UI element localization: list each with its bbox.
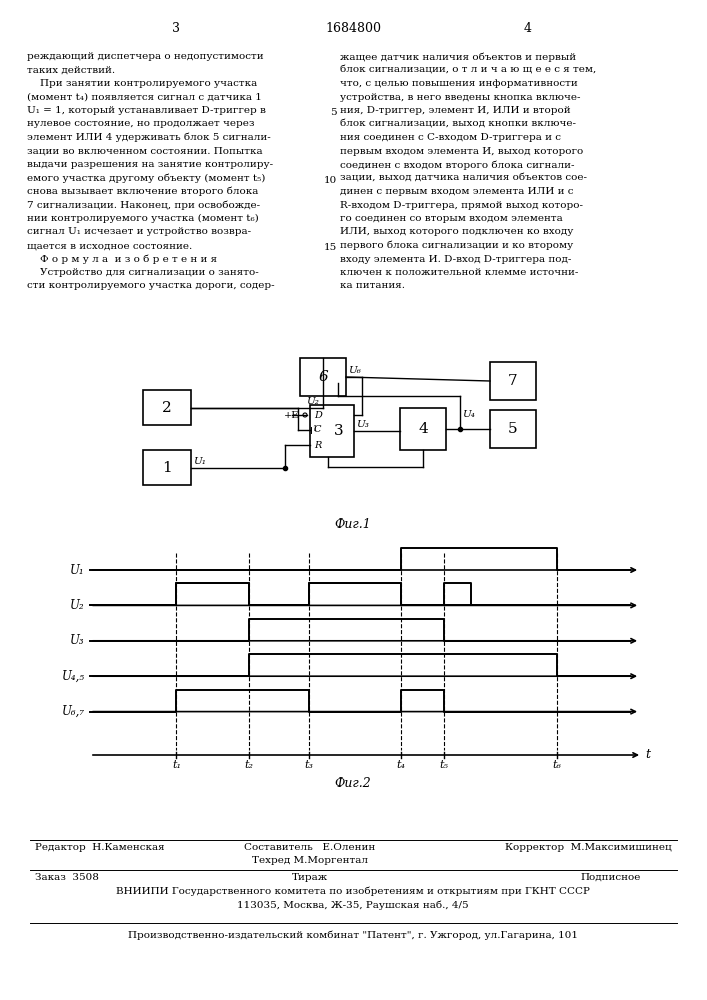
Text: U₁ = 1, который устанавливает D-триггер в: U₁ = 1, который устанавливает D-триггер …	[27, 106, 266, 115]
Bar	[143, 390, 191, 425]
Text: (момент t₄) появляется сигнал с датчика 1: (момент t₄) появляется сигнал с датчика …	[27, 93, 262, 102]
Text: U₃: U₃	[356, 420, 369, 429]
Text: 4: 4	[524, 21, 532, 34]
Bar	[143, 450, 191, 485]
Text: R-входом D-триггера, прямой выход которо-: R-входом D-триггера, прямой выход которо…	[340, 200, 583, 210]
Text: зации во включенном состоянии. Попытка: зации во включенном состоянии. Попытка	[27, 146, 262, 155]
Text: емого участка другому объекту (момент t₅): емого участка другому объекту (момент t₅…	[27, 174, 265, 183]
Text: C: C	[314, 426, 322, 434]
Text: U₃: U₃	[71, 634, 85, 647]
Text: U₂: U₂	[71, 599, 85, 612]
Text: 113035, Москва, Ж-35, Раушская наб., 4/5: 113035, Москва, Ж-35, Раушская наб., 4/5	[237, 900, 469, 910]
Text: 15: 15	[324, 243, 337, 252]
Text: блок сигнализации, о т л и ч а ю щ е е с я тем,: блок сигнализации, о т л и ч а ю щ е е с…	[340, 66, 596, 75]
Text: 5: 5	[330, 108, 337, 117]
Text: 2: 2	[162, 400, 172, 414]
Text: нии контролируемого участка (момент t₆): нии контролируемого участка (момент t₆)	[27, 214, 259, 223]
Text: 3: 3	[172, 21, 180, 34]
Bar	[490, 410, 536, 448]
Text: 1: 1	[162, 460, 172, 475]
Text: ВНИИПИ Государственного комитета по изобретениям и открытиям при ГКНТ СССР: ВНИИПИ Государственного комитета по изоб…	[116, 887, 590, 896]
Text: +E: +E	[284, 411, 299, 420]
Text: динен с первым входом элемента ИЛИ и с: динен с первым входом элемента ИЛИ и с	[340, 187, 573, 196]
Text: U₁: U₁	[193, 456, 206, 466]
Text: ключен к положительной клемме источни-: ключен к положительной клемме источни-	[340, 268, 578, 277]
Bar	[400, 408, 446, 450]
Text: блок сигнализации, выход кнопки включе-: блок сигнализации, выход кнопки включе-	[340, 119, 576, 128]
Text: Заказ  3508: Заказ 3508	[35, 873, 99, 882]
Text: первого блока сигнализации и ко второму: первого блока сигнализации и ко второму	[340, 241, 573, 250]
Text: t₆: t₆	[553, 760, 561, 770]
Text: реждающий диспетчера о недопустимости: реждающий диспетчера о недопустимости	[27, 52, 264, 61]
Text: R: R	[314, 440, 322, 450]
Text: Корректор  М.Максимишинец: Корректор М.Максимишинец	[506, 843, 672, 852]
Text: ка питания.: ка питания.	[340, 282, 405, 290]
Text: Редактор  Н.Каменская: Редактор Н.Каменская	[35, 843, 165, 852]
Text: 1684800: 1684800	[325, 21, 381, 34]
Text: 3: 3	[334, 424, 344, 438]
Text: Ф о р м у л а  и з о б р е т е н и я: Ф о р м у л а и з о б р е т е н и я	[27, 254, 217, 264]
Text: При занятии контролируемого участка: При занятии контролируемого участка	[27, 79, 257, 88]
Text: снова вызывает включение второго блока: снова вызывает включение второго блока	[27, 187, 258, 196]
Text: ния, D-триггер, элемент И, ИЛИ и второй: ния, D-триггер, элемент И, ИЛИ и второй	[340, 106, 571, 115]
Bar	[490, 362, 536, 400]
Text: t₅: t₅	[439, 760, 448, 770]
Text: t₁: t₁	[172, 760, 181, 770]
Text: первым входом элемента И, выход которого: первым входом элемента И, выход которого	[340, 146, 583, 155]
Text: ИЛИ, выход которого подключен ко входу: ИЛИ, выход которого подключен ко входу	[340, 228, 573, 236]
Text: выдачи разрешения на занятие контролиру-: выдачи разрешения на занятие контролиру-	[27, 160, 273, 169]
Text: t₃: t₃	[304, 760, 313, 770]
Text: 5: 5	[508, 422, 518, 436]
Text: U₄: U₄	[462, 410, 475, 419]
Text: U₁: U₁	[71, 564, 85, 576]
Text: щается в исходное состояние.: щается в исходное состояние.	[27, 241, 192, 250]
Text: соединен с входом второго блока сигнали-: соединен с входом второго блока сигнали-	[340, 160, 575, 169]
Text: 7 сигнализации. Наконец, при освобожде-: 7 сигнализации. Наконец, при освобожде-	[27, 200, 260, 210]
Text: го соединен со вторым входом элемента: го соединен со вторым входом элемента	[340, 214, 563, 223]
Text: сигнал U₁ исчезает и устройство возвра-: сигнал U₁ исчезает и устройство возвра-	[27, 228, 251, 236]
Text: 6: 6	[318, 370, 328, 384]
Text: 4: 4	[418, 422, 428, 436]
Text: зации, выход датчика наличия объектов сое-: зации, выход датчика наличия объектов со…	[340, 174, 587, 182]
Text: U₆: U₆	[348, 366, 361, 375]
Text: жащее датчик наличия объектов и первый: жащее датчик наличия объектов и первый	[340, 52, 576, 62]
Text: U₂: U₂	[306, 396, 319, 406]
Text: Тираж: Тираж	[292, 873, 328, 882]
Text: 1: 1	[312, 425, 317, 433]
Text: 7: 7	[508, 374, 518, 388]
Text: что, с целью повышения информативности: что, с целью повышения информативности	[340, 79, 578, 88]
Text: Устройство для сигнализации о занято-: Устройство для сигнализации о занято-	[27, 268, 259, 277]
Text: Фиг.2: Фиг.2	[334, 777, 371, 790]
Text: ния соединен с С-входом D-триггера и с: ния соединен с С-входом D-триггера и с	[340, 133, 561, 142]
Text: входу элемента И. D-вход D-триггера под-: входу элемента И. D-вход D-триггера под-	[340, 254, 571, 263]
Text: устройства, в него введены кнопка включе-: устройства, в него введены кнопка включе…	[340, 93, 580, 102]
Text: сти контролируемого участка дороги, содер-: сти контролируемого участка дороги, соде…	[27, 282, 274, 290]
Text: Производственно-издательский комбинат "Патент", г. Ужгород, ул.Гагарина, 101: Производственно-издательский комбинат "П…	[128, 930, 578, 940]
Text: Техред М.Моргентал: Техред М.Моргентал	[252, 856, 368, 865]
Text: нулевое состояние, но продолжает через: нулевое состояние, но продолжает через	[27, 119, 255, 128]
Text: t₂: t₂	[245, 760, 254, 770]
Text: таких действий.: таких действий.	[27, 66, 115, 75]
Bar	[300, 358, 346, 396]
Text: 10: 10	[324, 176, 337, 185]
Text: t₄: t₄	[396, 760, 405, 770]
Text: Составитель   Е.Оленин: Составитель Е.Оленин	[245, 843, 375, 852]
Text: D: D	[314, 410, 322, 420]
Text: t: t	[645, 748, 650, 762]
Bar	[310, 405, 354, 457]
Text: U₆,₇: U₆,₇	[62, 705, 85, 718]
Text: Фиг.1: Фиг.1	[334, 518, 371, 531]
Text: элемент ИЛИ 4 удерживать блок 5 сигнали-: элемент ИЛИ 4 удерживать блок 5 сигнали-	[27, 133, 271, 142]
Text: U₄,₅: U₄,₅	[62, 670, 85, 683]
Text: Подписное: Подписное	[580, 873, 641, 882]
